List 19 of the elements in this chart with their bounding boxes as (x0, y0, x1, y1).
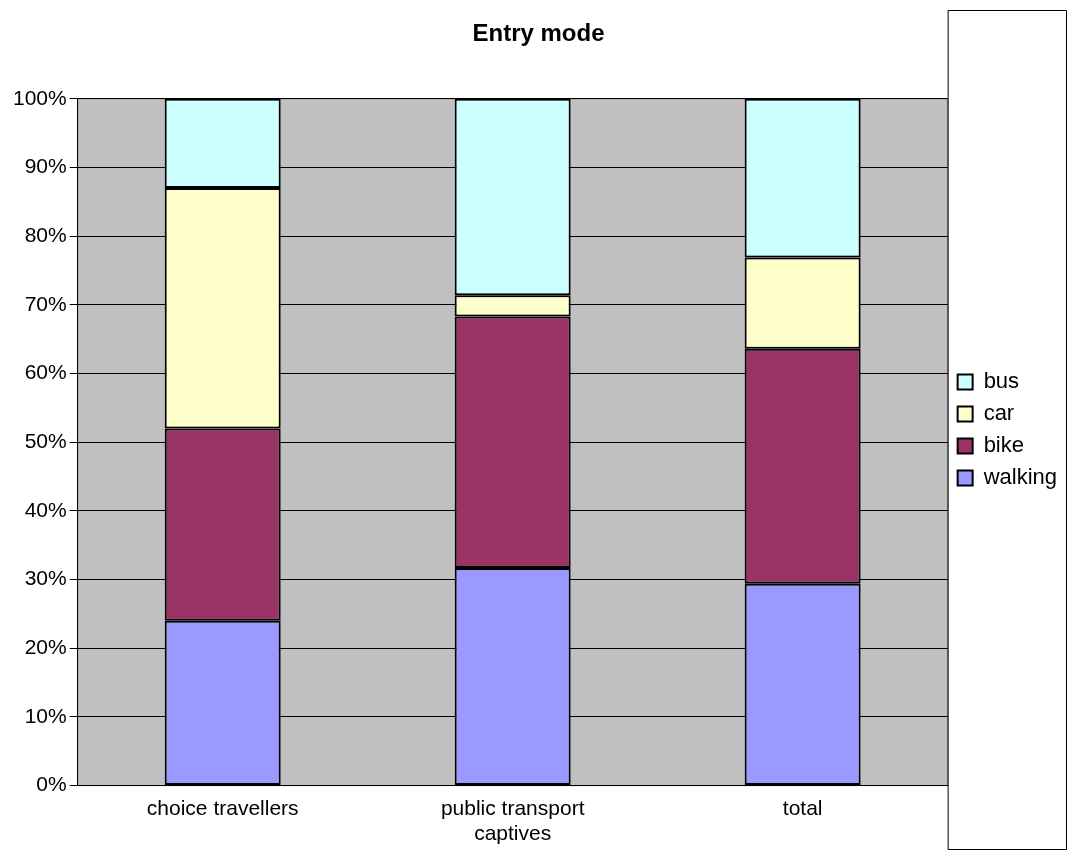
x-tick-label: public transport captives (440, 796, 585, 845)
y-tick-label: 100% (12, 85, 67, 109)
legend-label: bus (983, 368, 1020, 394)
y-tick-label: 30% (24, 566, 67, 590)
chart-title: Entry mode (472, 19, 605, 47)
y-tick-label: 50% (24, 429, 67, 452)
y-tick-label: 60% (24, 360, 67, 384)
x-tick-label: choice travellers (146, 796, 299, 819)
legend-label: car (983, 400, 1015, 426)
y-tick-label: 40% (24, 497, 67, 521)
legend-label: bike (983, 432, 1024, 458)
legend-label: walking (982, 464, 1058, 490)
y-tick-label: 0% (36, 772, 67, 796)
x-tick-label: total (782, 796, 823, 819)
y-tick-label: 20% (24, 635, 67, 659)
y-tick-label: 70% (24, 291, 67, 315)
y-tick-label: 90% (24, 154, 67, 178)
y-tick-label: 10% (24, 703, 67, 727)
y-tick-label: 80% (24, 222, 67, 246)
